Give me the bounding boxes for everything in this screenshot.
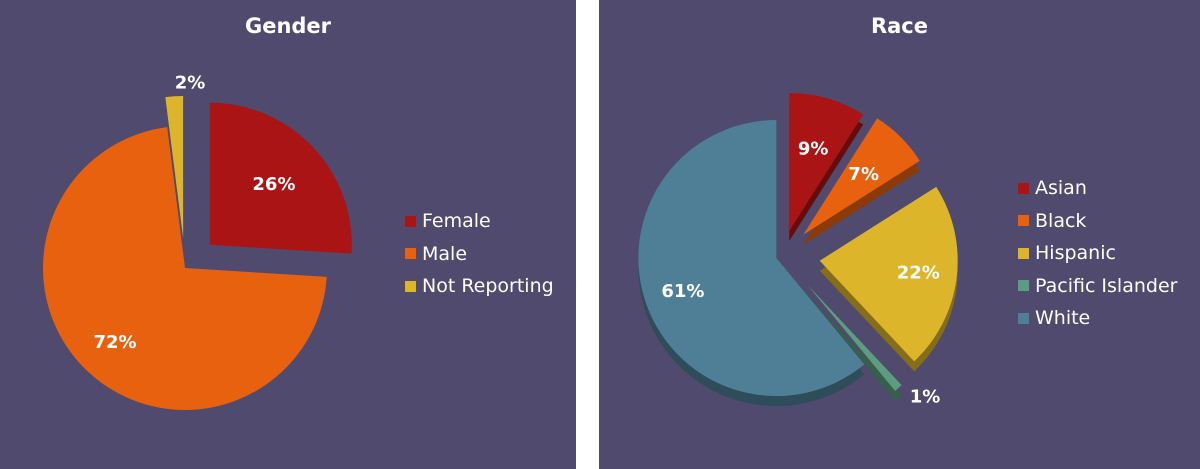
data-label-pacific-islander: 1% [910, 387, 941, 408]
legend-swatch-not-reporting [405, 280, 416, 292]
pie-slice-male [42, 127, 327, 411]
race-chart-panel: Race 9% 7% 22% 1% 61% Asian Black Hispanic Paci… [599, 0, 1200, 469]
legend-item-asian: Asian [1018, 172, 1177, 205]
legend-label-male: Male [422, 242, 468, 265]
gender-legend: Female Male Not Reporting [405, 205, 554, 303]
legend-swatch-black [1018, 215, 1029, 227]
legend-swatch-asian [1018, 182, 1029, 194]
legend-swatch-white [1018, 312, 1029, 324]
legend-label-female: Female [422, 210, 491, 233]
data-label-asian: 9% [798, 138, 829, 159]
pie-slice-asian [789, 93, 864, 232]
gender-pie-chart: 26% 72% 2% [42, 73, 352, 411]
data-label-black: 7% [848, 164, 879, 185]
data-label-not-reporting: 2% [175, 73, 206, 94]
legend-item-black: Black [1018, 205, 1177, 238]
legend-swatch-male [405, 248, 416, 260]
data-label-hispanic: 22% [897, 263, 940, 284]
legend-label-white: White [1035, 307, 1091, 330]
pie-slice-female [209, 102, 352, 254]
legend-swatch-hispanic [1018, 247, 1029, 259]
legend-item-female: Female [405, 205, 554, 238]
legend-label-hispanic: Hispanic [1035, 242, 1116, 265]
legend-label-asian: Asian [1035, 177, 1087, 200]
legend-item-male: Male [405, 238, 554, 271]
data-label-white: 61% [661, 281, 704, 302]
legend-item-white: White [1018, 302, 1177, 335]
pie-slice-hispanic [819, 186, 958, 362]
legend-item-not-reporting: Not Reporting [405, 270, 554, 303]
legend-swatch-female [405, 215, 416, 227]
data-label-male: 72% [93, 332, 136, 353]
legend-swatch-pacific-islander [1018, 280, 1029, 292]
legend-item-hispanic: Hispanic [1018, 237, 1177, 270]
pie-slice-not-reporting [165, 96, 184, 239]
gender-chart-panel: Gender 26% 72% 2% Female Male Not Reporting [0, 0, 576, 469]
gender-chart-title: Gender [244, 14, 332, 38]
pie-slice-pacific-islander [807, 284, 902, 391]
race-pie-chart: 9% 7% 22% 1% 61% [638, 93, 958, 408]
pie-slice-depth-pacific-islander [807, 294, 902, 401]
pie-slice-white [638, 120, 865, 397]
data-label-female: 26% [252, 174, 295, 195]
race-legend: Asian Black Hispanic Pacific Islander White [1018, 172, 1177, 335]
legend-label-not-reporting: Not Reporting [422, 275, 554, 298]
race-chart-title: Race [870, 14, 929, 38]
legend-label-pacific-islander: Pacific Islander [1035, 274, 1178, 297]
legend-label-black: Black [1035, 209, 1087, 232]
pie-slice-black [803, 118, 920, 235]
legend-item-pacific-islander: Pacific Islander [1018, 270, 1177, 303]
